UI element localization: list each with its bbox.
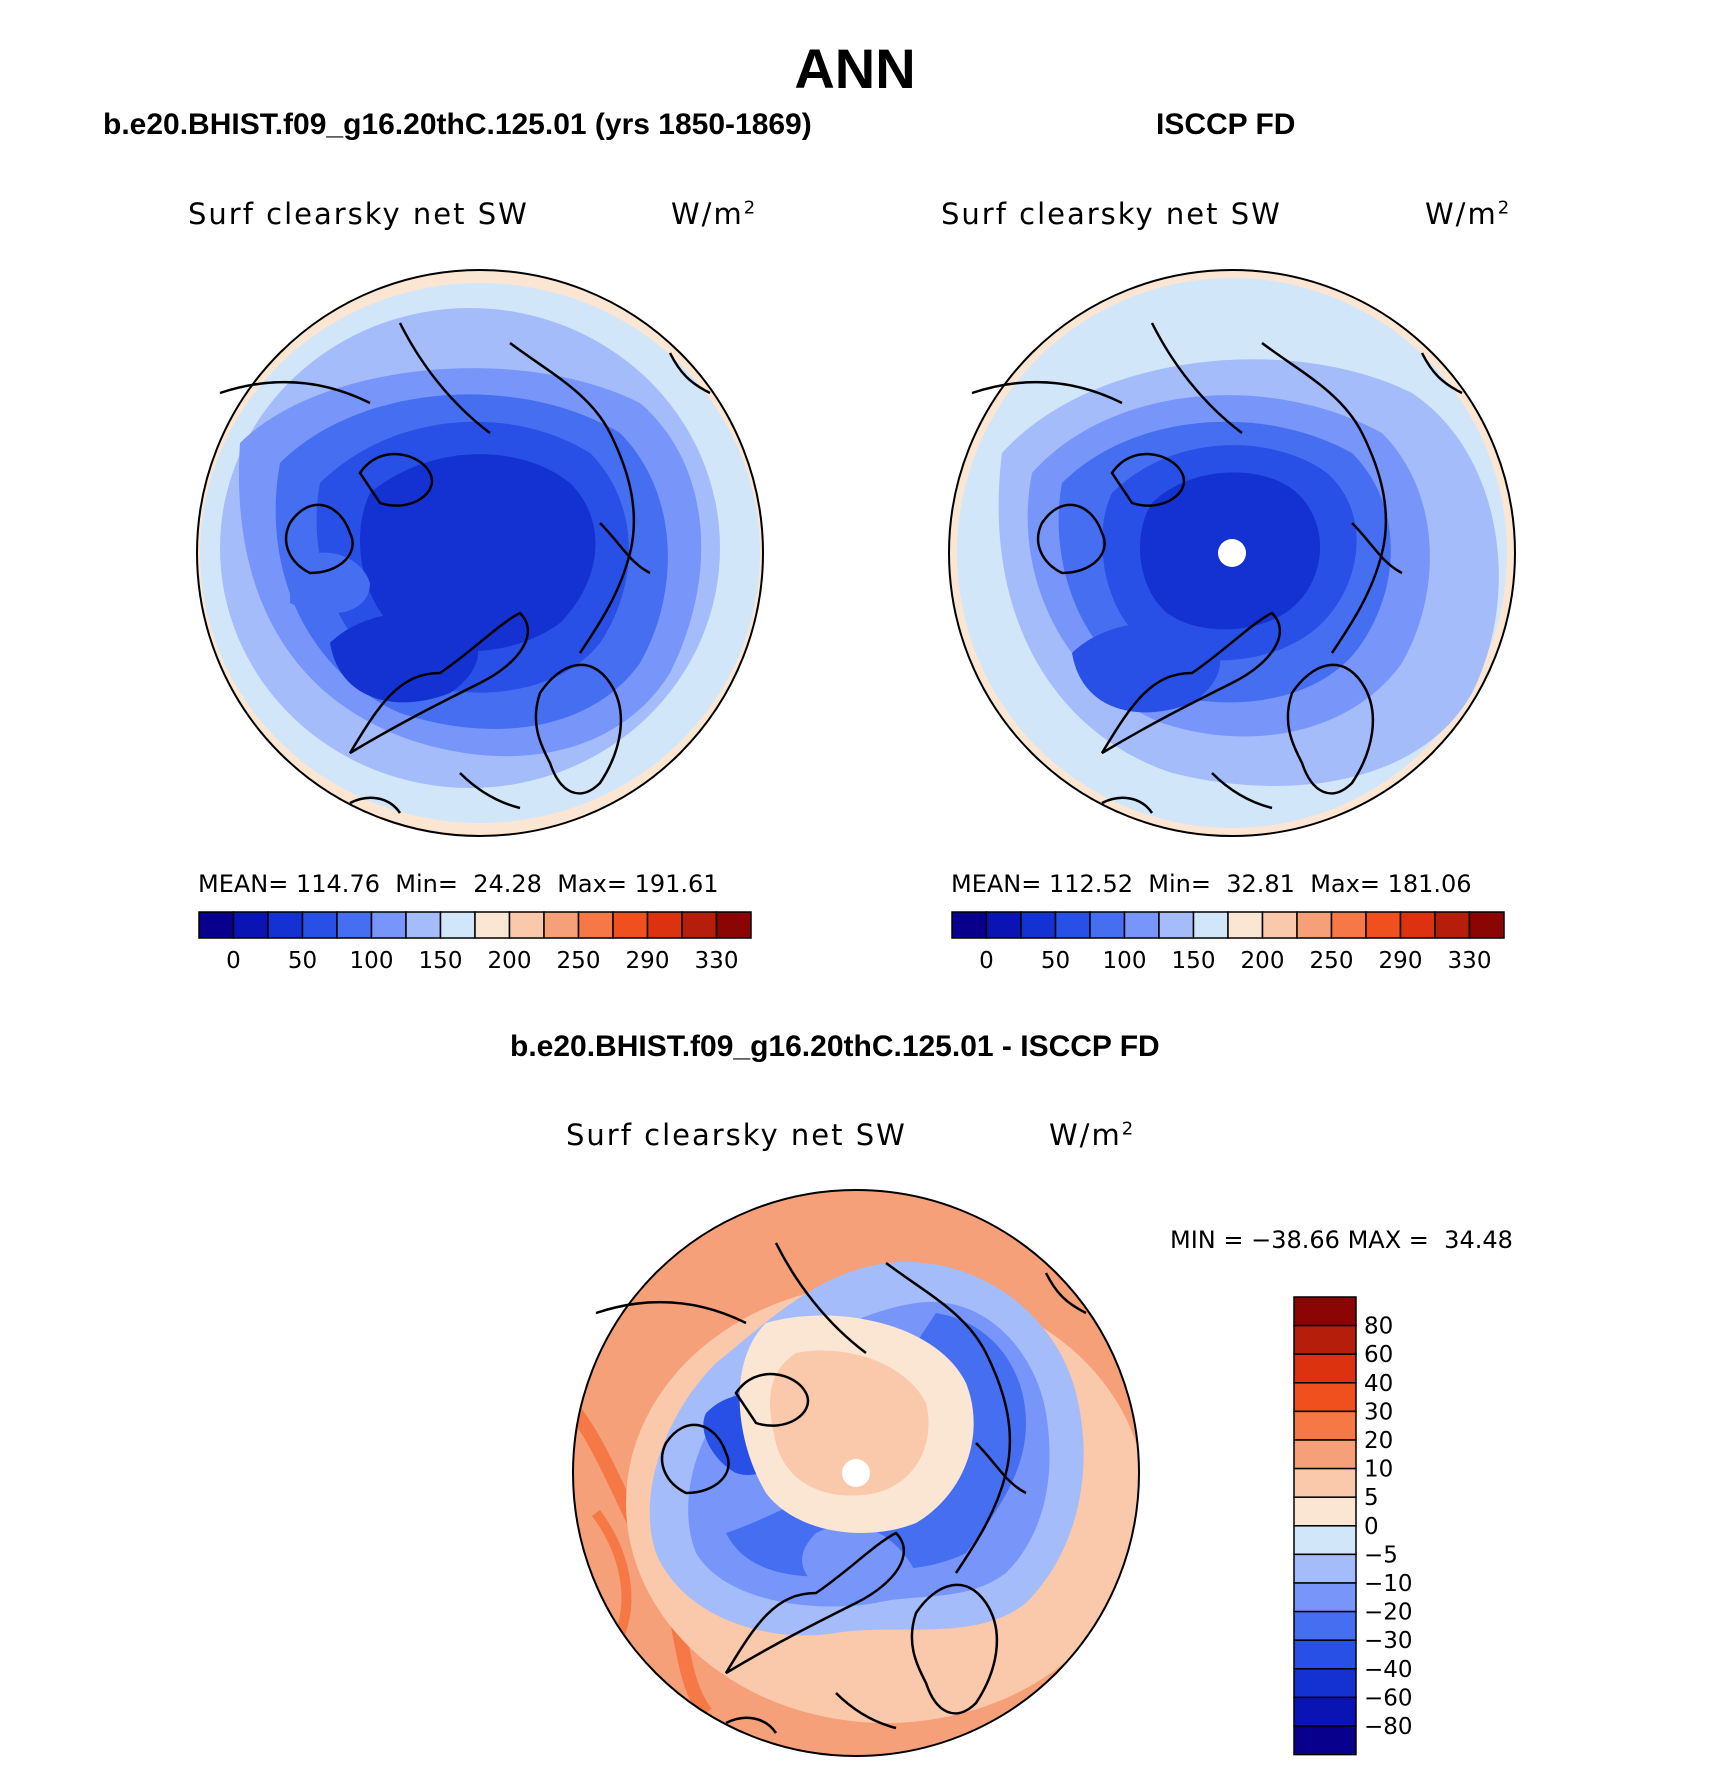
panel-1-unit: W/m2 [671, 197, 758, 231]
panel-2-colorbar-tick-label: 100 [1103, 948, 1147, 974]
panel-2-stats: MEAN= 112.52 Min= 32.81 Max= 181.06 [951, 870, 1472, 898]
panel-2-unit: W/m2 [1425, 197, 1512, 231]
panel-1-colorbar-swatch [301, 911, 338, 939]
panel-1-colorbar-swatch [474, 911, 511, 939]
panel-2-variable-label: Surf clearsky net SW [941, 197, 1282, 231]
diff-colorbar-tick-label: −20 [1364, 1600, 1413, 1626]
panel-2-colorbar-tick-label: 330 [1448, 948, 1492, 974]
diff-colorbar-swatch [1293, 1382, 1357, 1413]
diff-panel-variable-label: Surf clearsky net SW [566, 1118, 907, 1152]
diff-colorbar-tick-label: 40 [1364, 1371, 1393, 1397]
panel-1-colorbar-tick-label: 50 [288, 948, 317, 974]
panel-1-colorbar-tick-label: 100 [350, 948, 394, 974]
panel-1-colorbar-tick-label: 250 [557, 948, 601, 974]
panel-1-colorbar-swatch [267, 911, 304, 939]
panel-1-colorbar-swatch [508, 911, 545, 939]
panel-2-colorbar-swatch [1330, 911, 1367, 939]
panel-2-colorbar-swatch [1227, 911, 1264, 939]
panel-1-colorbar-swatch [439, 911, 476, 939]
panel-1-colorbar-tick-label: 290 [626, 948, 670, 974]
diff-colorbar-tick-label: −30 [1364, 1628, 1413, 1654]
panel-1-variable-label: Surf clearsky net SW [188, 197, 529, 231]
diff-colorbar-swatch [1293, 1668, 1357, 1699]
panel-1-colorbar-swatch [405, 911, 442, 939]
panel-1-colorbar-swatch [336, 911, 373, 939]
panel-1-polar-map [196, 269, 764, 837]
panel-1-colorbar-swatch [370, 911, 407, 939]
diff-colorbar-tick-label: 30 [1364, 1399, 1393, 1425]
diff-colorbar-tick-label: 0 [1364, 1514, 1379, 1540]
panel-1-colorbar-swatch [577, 911, 614, 939]
panel-2-colorbar-swatch [1192, 911, 1229, 939]
panel-2-colorbar-swatch [1020, 911, 1057, 939]
panel-1-colorbar-swatch [715, 911, 752, 939]
panel-1-colorbar-swatch [681, 911, 718, 939]
panel-2-colorbar-swatch [1399, 911, 1436, 939]
diff-colorbar-tick-label: −10 [1364, 1571, 1413, 1597]
diff-colorbar-swatch [1293, 1553, 1357, 1584]
diff-polar-map [572, 1189, 1140, 1757]
panel-1-heading: b.e20.BHIST.f09_g16.20thC.125.01 (yrs 18… [103, 108, 812, 141]
diff-panel-unit: W/m2 [1049, 1118, 1136, 1152]
diff-colorbar-swatch [1293, 1439, 1357, 1470]
panel-2-colorbar-swatch [1468, 911, 1505, 939]
panel-2-heading: ISCCP FD [1156, 108, 1296, 141]
panel-1-colorbar-swatch [232, 911, 269, 939]
panel-2-colorbar-swatch [1261, 911, 1298, 939]
panel-1-colorbar-tick-label: 200 [488, 948, 532, 974]
panel-1-stats: MEAN= 114.76 Min= 24.28 Max= 191.61 [198, 870, 719, 898]
panel-1-colorbar-tick-label: 150 [419, 948, 463, 974]
panel-2-colorbar-swatch [1089, 911, 1126, 939]
diff-colorbar-tick-label: 10 [1364, 1457, 1393, 1483]
diff-colorbar-tick-label: −60 [1364, 1685, 1413, 1711]
panel-2-colorbar-swatch [1434, 911, 1471, 939]
panel-2-colorbar-tick-label: 200 [1241, 948, 1285, 974]
panel-2-polar-map [948, 269, 1516, 837]
diff-colorbar-swatch [1293, 1582, 1357, 1613]
diff-colorbar-tick-label: 20 [1364, 1428, 1393, 1454]
diff-panel-heading: b.e20.BHIST.f09_g16.20thC.125.01 - ISCCP… [510, 1030, 1160, 1063]
panel-1-colorbar-swatch [543, 911, 580, 939]
diff-colorbar-tick-label: 5 [1364, 1485, 1379, 1511]
panel-2-colorbar-tick-label: 150 [1172, 948, 1216, 974]
diff-colorbar-tick-label: 80 [1364, 1314, 1393, 1340]
page-title: ANN [794, 37, 916, 100]
panel-2-colorbar-swatch [985, 911, 1022, 939]
panel-2-colorbar-swatch [1365, 911, 1402, 939]
panel-2-colorbar-tick-label: 50 [1041, 948, 1070, 974]
diff-panel-stats: MIN = −38.66 MAX = 34.48 [1170, 1226, 1513, 1254]
diff-colorbar-tick-label: −5 [1364, 1542, 1398, 1568]
diff-colorbar-swatch [1293, 1496, 1357, 1527]
panel-2-colorbar-tick-label: 290 [1379, 948, 1423, 974]
diff-colorbar-swatch [1293, 1725, 1357, 1756]
diff-colorbar-swatch [1293, 1324, 1357, 1355]
panel-1-colorbar: 0 50 100 150 200 250 290 330 [198, 911, 752, 974]
diff-colorbar-swatch [1293, 1296, 1357, 1327]
panel-2-colorbar: 0 50 100 150 200 250 290 330 [951, 911, 1505, 974]
panel-2-colorbar-swatch [1123, 911, 1160, 939]
diff-colorbar-swatch [1293, 1696, 1357, 1727]
panel-2-colorbar-swatch [1158, 911, 1195, 939]
panel-2-colorbar-swatch [1296, 911, 1333, 939]
panel-1-colorbar-swatch [612, 911, 649, 939]
panel-2-colorbar-tick-label: 250 [1310, 948, 1354, 974]
diff-colorbar-swatch [1293, 1610, 1357, 1641]
panel-2-colorbar-swatch [1054, 911, 1091, 939]
panel-2-colorbar-swatch [951, 911, 988, 939]
diff-colorbar-tick-label: −80 [1364, 1714, 1413, 1740]
diff-colorbar-swatch [1293, 1410, 1357, 1441]
diff-colorbar-tick-label: −40 [1364, 1657, 1413, 1683]
diff-colorbar-swatch [1293, 1353, 1357, 1384]
panel-1-colorbar-tick-label: 330 [695, 948, 739, 974]
panel-2-colorbar-tick-label: 0 [979, 948, 994, 974]
diff-colorbar-swatch [1293, 1525, 1357, 1556]
panel-1-colorbar-tick-label: 0 [226, 948, 241, 974]
panel-1-colorbar-swatch [646, 911, 683, 939]
diff-colorbar-swatch [1293, 1467, 1357, 1498]
diff-colorbar-swatch [1293, 1639, 1357, 1670]
diff-colorbar-tick-label: 60 [1364, 1342, 1393, 1368]
panel-1-colorbar-swatch [198, 911, 235, 939]
